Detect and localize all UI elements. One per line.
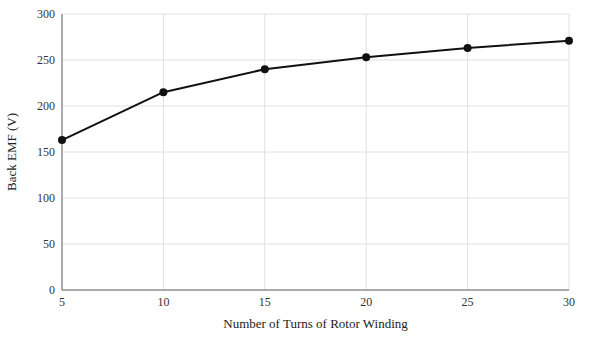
point bbox=[261, 65, 269, 73]
x-tick-label: 20 bbox=[360, 295, 372, 309]
y-grid-line bbox=[62, 290, 569, 291]
x-tick-label: 10 bbox=[157, 295, 169, 309]
y-grid-line bbox=[62, 106, 569, 107]
y-tick-label: 100 bbox=[37, 191, 55, 205]
x-grid-line bbox=[62, 14, 63, 290]
y-grid-line bbox=[62, 14, 569, 15]
background bbox=[0, 0, 589, 338]
y-tick-label: 200 bbox=[37, 99, 55, 113]
x-axis-line bbox=[62, 290, 569, 291]
y-grid-line bbox=[62, 152, 569, 153]
point bbox=[58, 136, 66, 144]
y-grid-line bbox=[62, 198, 569, 199]
series bbox=[58, 37, 573, 144]
x-grid-line bbox=[569, 14, 570, 290]
y-tick-label: 0 bbox=[49, 283, 55, 297]
y-axis-title: Back EMF (V) bbox=[4, 113, 19, 191]
chart-container: 51015202530050100150200250300Number of T… bbox=[0, 0, 589, 338]
x-tick-label: 30 bbox=[563, 295, 575, 309]
point bbox=[362, 53, 370, 61]
line bbox=[62, 41, 569, 140]
chart-svg: 51015202530050100150200250300Number of T… bbox=[0, 0, 589, 338]
y-tick-label: 250 bbox=[37, 53, 55, 67]
x-tick-label: 5 bbox=[59, 295, 65, 309]
y-axis-line bbox=[62, 14, 63, 290]
x-grid-line bbox=[467, 14, 468, 290]
point bbox=[464, 44, 472, 52]
point bbox=[159, 88, 167, 96]
x-tick-label: 25 bbox=[462, 295, 474, 309]
x-grid-line bbox=[264, 14, 265, 290]
x-tick-label: 15 bbox=[259, 295, 271, 309]
y-grid-line bbox=[62, 60, 569, 61]
page: {"chart_data": {"type": "line", "x": [5,… bbox=[0, 0, 589, 338]
x-grid-line bbox=[163, 14, 164, 290]
y-tick-label: 300 bbox=[37, 7, 55, 21]
y-tick-label: 50 bbox=[43, 237, 55, 251]
x-axis-title: Number of Turns of Rotor Winding bbox=[223, 316, 408, 331]
grid bbox=[62, 14, 569, 290]
y-grid-line bbox=[62, 244, 569, 245]
point bbox=[565, 37, 573, 45]
y-tick-label: 150 bbox=[37, 145, 55, 159]
tick-labels: 51015202530050100150200250300 bbox=[37, 7, 575, 309]
